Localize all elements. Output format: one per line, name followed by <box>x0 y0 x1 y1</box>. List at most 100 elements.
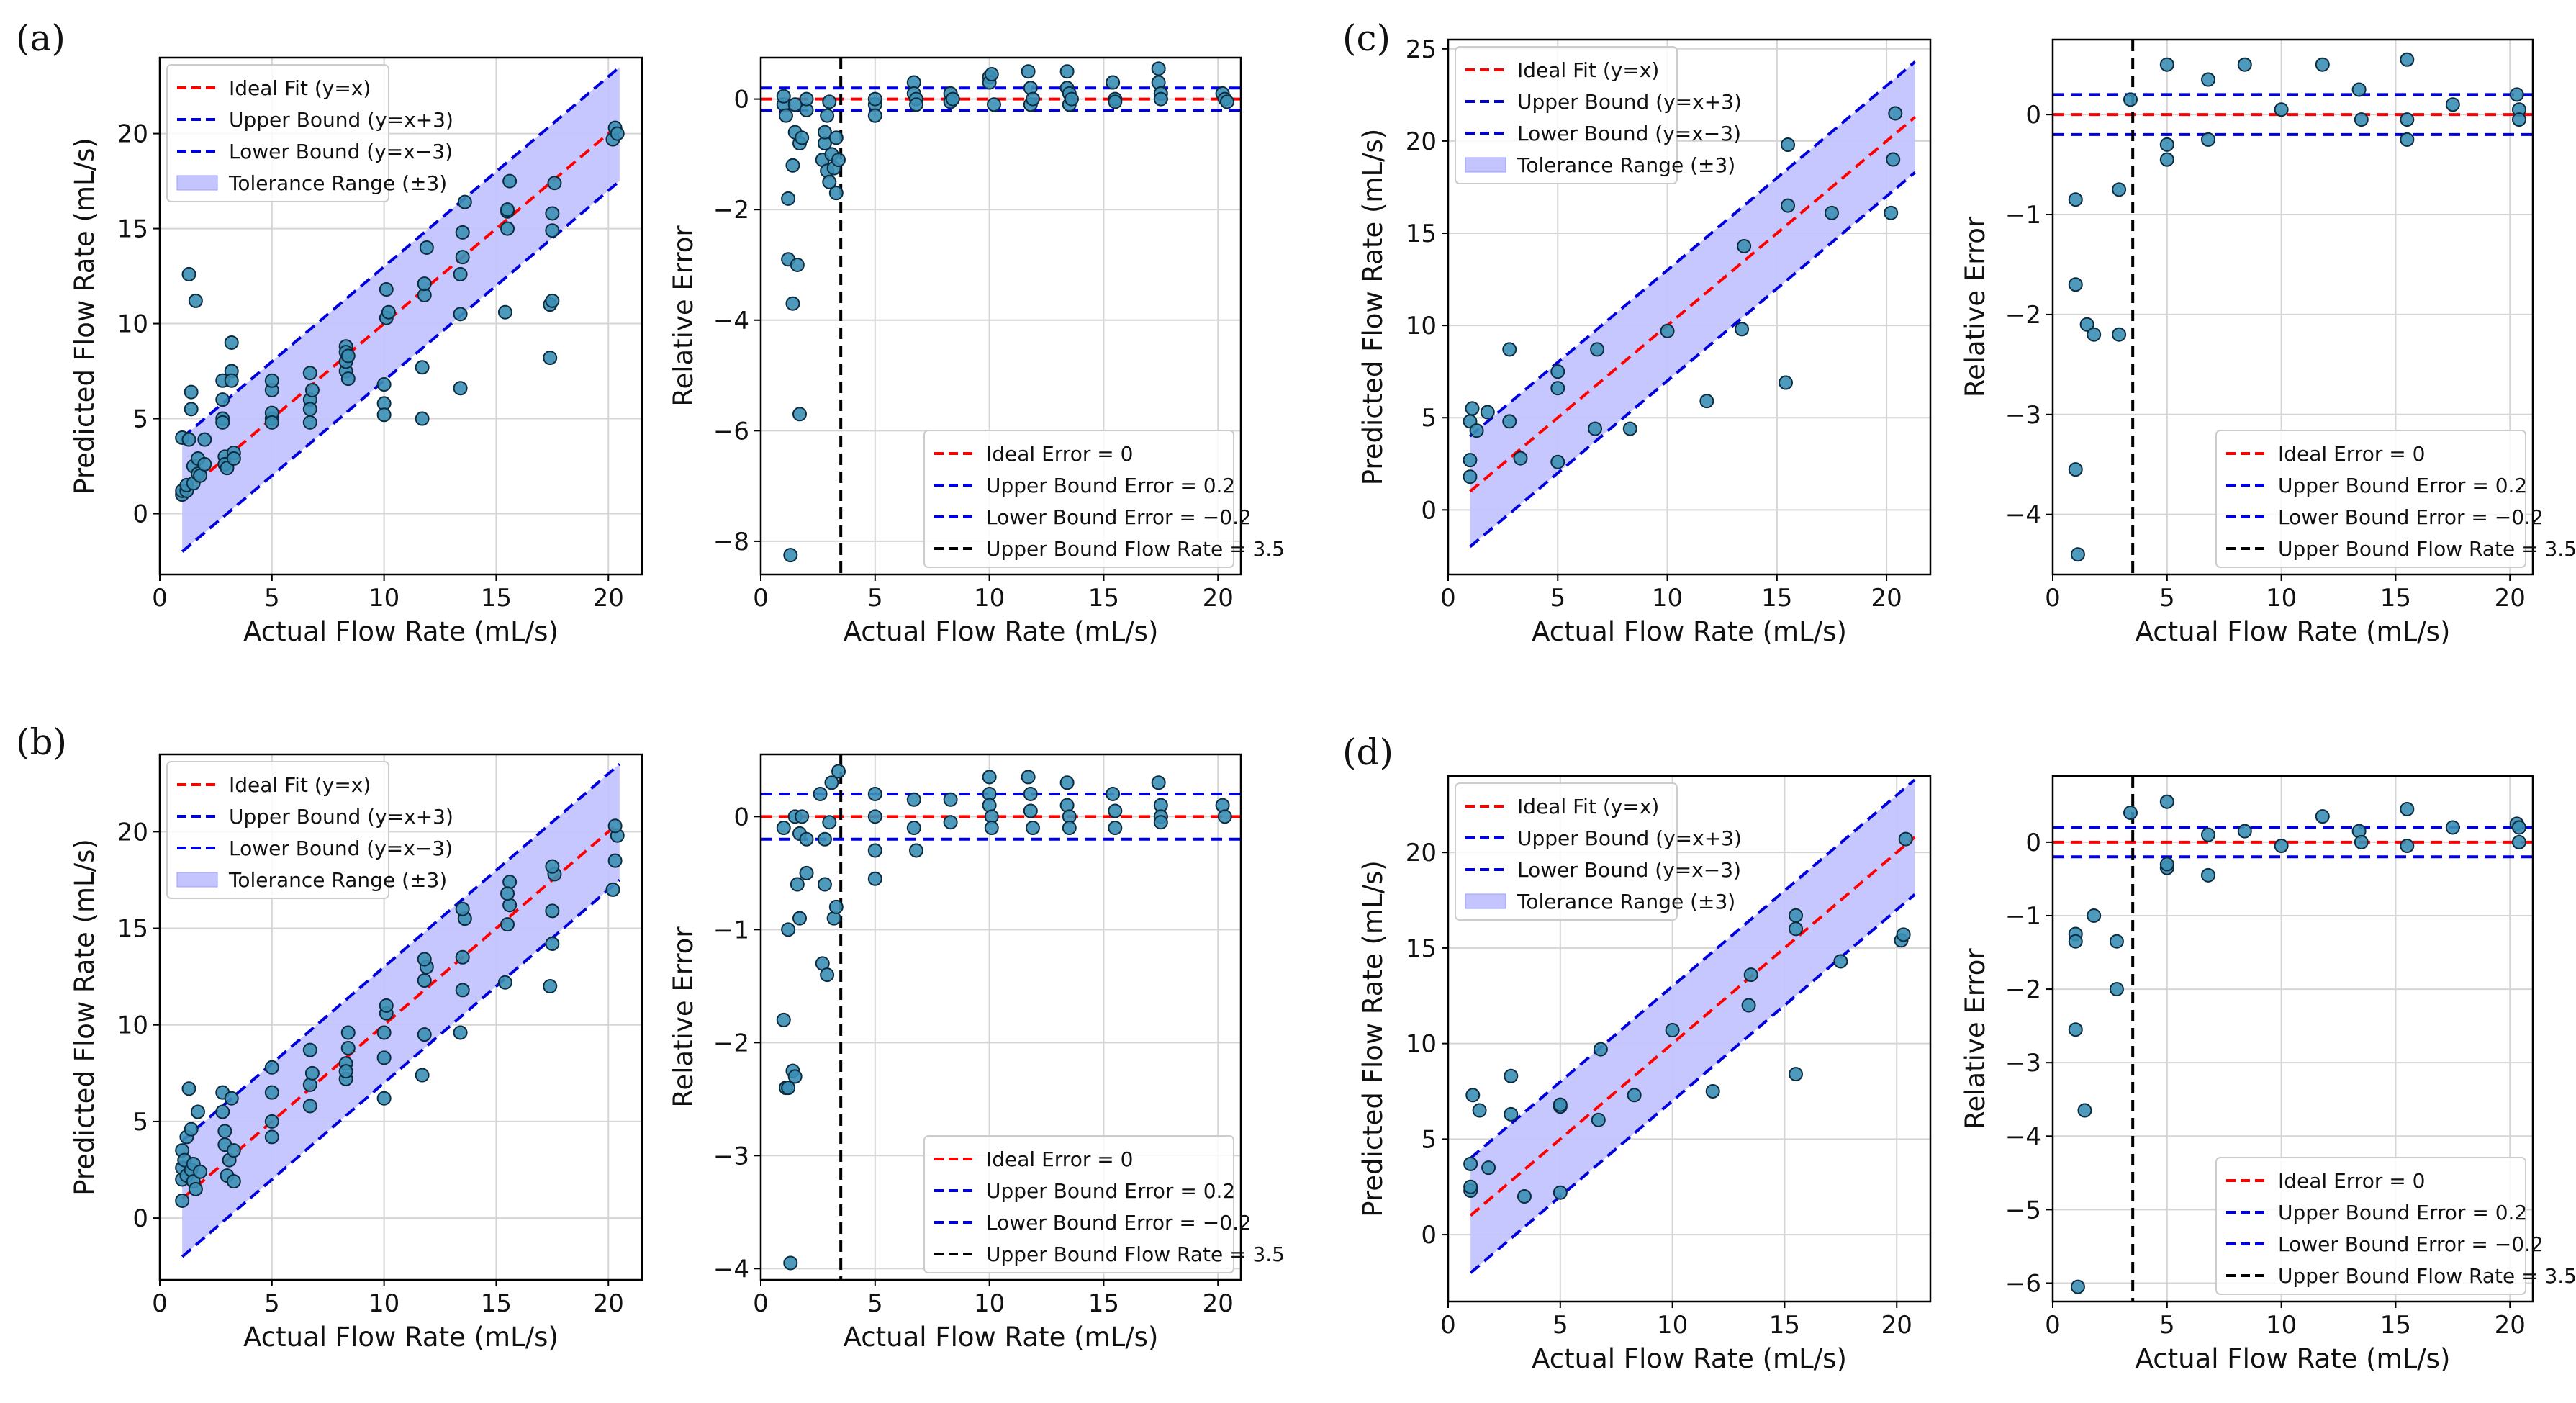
data-point <box>2315 809 2330 824</box>
y-tick-label: −1 <box>2005 201 2041 230</box>
data-point <box>224 373 239 388</box>
y-tick-label: 15 <box>117 215 148 244</box>
data-point <box>783 548 798 563</box>
data-point <box>867 91 882 107</box>
c-fit-axes-frame <box>1447 38 1932 576</box>
data-point <box>1465 401 1480 416</box>
y-axis-title: Predicted Flow Rate (mL/s) <box>1357 860 1388 1217</box>
y-tick-label: −6 <box>2005 1269 2041 1298</box>
legend-entry-label: Upper Bound Flow Rate = 3.5 <box>986 1242 1285 1266</box>
data-point <box>2400 52 2415 67</box>
legend-entry-label: Ideal Fit (y=x) <box>229 76 371 100</box>
data-point <box>181 1081 196 1096</box>
x-tick-label: 0 <box>753 584 769 613</box>
data-point <box>224 335 239 350</box>
x-axis-title: Actual Flow Rate (mL/s) <box>2136 616 2451 647</box>
data-point <box>376 1091 392 1106</box>
data-point <box>2159 57 2174 72</box>
data-point <box>820 967 835 983</box>
data-point <box>340 371 356 387</box>
data-point <box>264 415 279 430</box>
y-tick-label: −3 <box>713 1142 749 1170</box>
data-point <box>943 815 958 830</box>
x-tick-label: 5 <box>264 1289 280 1318</box>
data-point <box>376 377 392 392</box>
legend-entry-label: Lower Bound (y=x−3) <box>229 140 453 163</box>
data-point <box>1735 322 1750 337</box>
x-tick-label: 20 <box>1203 1289 1234 1318</box>
data-point <box>822 94 837 109</box>
data-point <box>197 432 212 447</box>
data-point <box>2079 317 2094 332</box>
legend-entry-label: Tolerance Range (±3) <box>228 868 447 892</box>
data-point <box>1151 61 1166 76</box>
x-tick-label: 10 <box>974 584 1005 613</box>
data-point <box>1469 423 1484 438</box>
y-tick-label: 15 <box>117 915 148 944</box>
data-point <box>1833 954 1848 969</box>
x-tick-label: 15 <box>1761 584 1792 613</box>
legend-entry-label: Upper Bound Flow Rate = 3.5 <box>2278 1264 2576 1288</box>
data-point <box>502 875 518 890</box>
data-point <box>2315 57 2330 72</box>
d-err-chart: 0 5 10 15 20 −6 −5 −4 −3 −2 −1 0 Actual Flow Rate (m… <box>1960 775 2576 1374</box>
data-point <box>607 818 623 834</box>
y-axis-title: Predicted Flow Rate (mL/s) <box>1357 129 1388 486</box>
data-point <box>1588 421 1603 436</box>
data-point <box>867 843 882 858</box>
data-point <box>817 125 832 140</box>
data-point <box>1513 451 1528 466</box>
data-point <box>820 108 835 123</box>
data-point <box>1886 152 1901 167</box>
y-tick-label: 10 <box>117 1011 148 1040</box>
data-point <box>2351 82 2367 97</box>
data-point <box>776 821 791 836</box>
data-point <box>215 415 230 430</box>
data-point <box>1622 421 1637 436</box>
data-point <box>184 1122 199 1137</box>
data-point <box>419 240 434 255</box>
data-point <box>1699 394 1714 409</box>
c-err-chart: 0 5 10 15 20 −4 −3 −2 −1 0 Actual Flow Rate (mL/s)… <box>1960 38 2576 647</box>
data-point <box>795 130 810 145</box>
data-point <box>500 202 515 217</box>
data-point <box>497 975 512 990</box>
x-tick-label: 0 <box>2045 1311 2061 1340</box>
y-tick-label: 0 <box>1421 496 1437 525</box>
legend-entry-label: Upper Bound (y=x+3) <box>1517 826 1742 850</box>
data-point <box>1021 770 1036 785</box>
x-axis-title: Actual Flow Rate (mL/s) <box>844 616 1159 647</box>
x-tick-label: 5 <box>2159 584 2175 613</box>
ideal-fit-line <box>1469 116 1916 493</box>
data-point <box>1106 75 1121 90</box>
data-point <box>1463 1156 1478 1171</box>
c-err-axes-frame <box>2051 38 2534 576</box>
x-tick-label: 20 <box>2495 1311 2526 1340</box>
b-err-axes-frame <box>759 753 1242 1281</box>
y-tick-label: −8 <box>713 528 749 556</box>
legend-entry-label: Upper Bound (y=x+3) <box>229 108 453 132</box>
data-point <box>2159 137 2174 152</box>
data-point <box>867 786 882 801</box>
data-point <box>2400 838 2415 853</box>
c-fit-plot-area <box>1463 60 1916 549</box>
data-point <box>455 901 470 916</box>
y-tick-label: 20 <box>117 120 148 149</box>
data-point <box>1472 1103 1487 1118</box>
data-point <box>790 877 805 892</box>
y-axis-title: Relative Error <box>1960 216 1991 397</box>
data-point <box>1896 927 1911 942</box>
y-tick-label: −5 <box>2005 1196 2041 1224</box>
data-point <box>831 764 846 779</box>
x-tick-label: 0 <box>152 1289 168 1318</box>
data-point <box>2070 547 2085 562</box>
d-fit-axes-frame <box>1447 775 1932 1303</box>
legend-entry-label: Lower Bound (y=x−3) <box>1517 122 1741 145</box>
data-point <box>781 191 796 206</box>
data-point <box>943 792 958 807</box>
data-point <box>2109 982 2124 997</box>
data-point <box>545 206 560 221</box>
legend-box <box>166 761 389 899</box>
upper-bound-line <box>1469 60 1916 438</box>
